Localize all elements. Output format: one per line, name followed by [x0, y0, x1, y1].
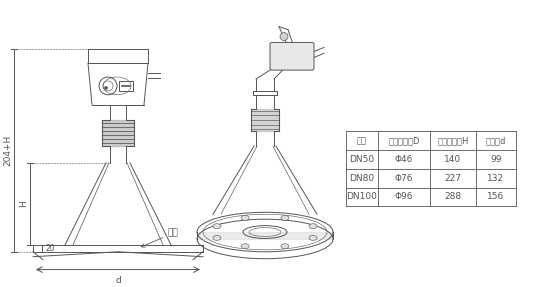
Text: Φ46: Φ46 [395, 155, 413, 164]
Circle shape [104, 86, 107, 89]
Text: 99: 99 [490, 155, 502, 164]
Ellipse shape [281, 216, 289, 220]
Text: 140: 140 [444, 155, 461, 164]
Text: 227: 227 [444, 174, 461, 183]
Circle shape [280, 33, 288, 40]
Text: 132: 132 [487, 174, 504, 183]
Ellipse shape [241, 216, 249, 220]
Ellipse shape [213, 224, 221, 229]
FancyBboxPatch shape [270, 42, 314, 70]
Ellipse shape [241, 244, 249, 249]
Bar [119, 81, 133, 91]
Ellipse shape [309, 224, 317, 229]
Ellipse shape [281, 244, 289, 249]
Ellipse shape [213, 235, 221, 241]
Text: 20: 20 [45, 244, 54, 253]
Text: 法兰: 法兰 [357, 136, 367, 145]
Ellipse shape [309, 235, 317, 241]
Text: DN100: DN100 [346, 193, 377, 201]
Text: 法兰: 法兰 [141, 228, 179, 247]
Text: Φ96: Φ96 [395, 193, 413, 201]
Text: DN80: DN80 [349, 174, 375, 183]
Text: DN50: DN50 [349, 155, 375, 164]
Text: 四孔盘d: 四孔盘d [486, 136, 506, 145]
Text: d: d [115, 276, 121, 286]
Text: 156: 156 [487, 193, 505, 201]
Text: 288: 288 [444, 193, 461, 201]
Text: 喇叭口直径D: 喇叭口直径D [388, 136, 420, 145]
Text: 喇叭口高度H: 喇叭口高度H [437, 136, 469, 145]
Text: H: H [19, 201, 28, 207]
Text: 204+H: 204+H [3, 135, 12, 166]
Text: Φ76: Φ76 [395, 174, 413, 183]
